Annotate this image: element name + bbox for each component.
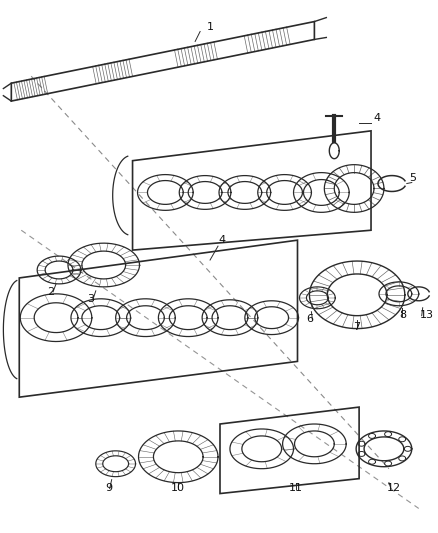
Text: 3: 3	[87, 294, 94, 304]
Text: 10: 10	[171, 482, 185, 492]
Text: 2: 2	[47, 287, 55, 297]
Text: 13: 13	[420, 310, 434, 320]
Text: 4: 4	[374, 113, 381, 123]
Text: 9: 9	[105, 482, 112, 492]
Text: 7: 7	[353, 321, 360, 332]
Text: 12: 12	[387, 482, 401, 492]
Text: 5: 5	[409, 173, 416, 182]
Text: 6: 6	[306, 313, 313, 324]
Text: 8: 8	[399, 310, 406, 320]
Text: 1: 1	[207, 21, 214, 31]
Text: 11: 11	[289, 482, 303, 492]
Text: 4: 4	[219, 235, 226, 245]
